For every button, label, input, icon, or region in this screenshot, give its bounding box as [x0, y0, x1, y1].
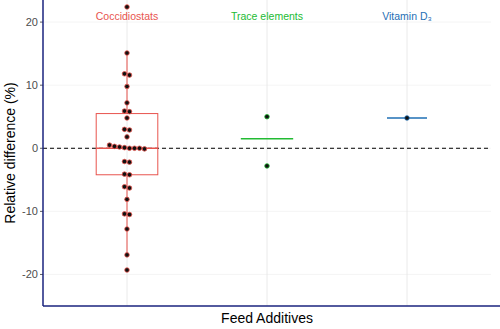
reference-line: [43, 148, 491, 149]
point: [122, 127, 127, 132]
tick-label: 20: [26, 16, 38, 28]
point: [127, 146, 132, 151]
point: [137, 146, 142, 151]
point: [122, 212, 127, 217]
tick-label: -10: [22, 205, 38, 217]
point: [125, 227, 130, 232]
point: [125, 84, 130, 89]
point: [125, 253, 130, 258]
point: [127, 160, 132, 165]
point: [122, 172, 127, 177]
category-label: Vitamin D₃: [382, 10, 432, 22]
point: [125, 5, 130, 10]
point: [122, 184, 127, 189]
plot-area: [43, 5, 491, 273]
tick-label: -20: [22, 268, 38, 280]
grid-line: [267, 0, 268, 306]
point: [117, 145, 122, 150]
point: [127, 128, 132, 133]
tick-label: 10: [26, 79, 38, 91]
point: [265, 114, 270, 119]
point: [125, 51, 130, 56]
point: [125, 197, 130, 202]
point: [125, 268, 130, 273]
point: [127, 73, 132, 78]
y-axis: [42, 0, 44, 306]
point: [122, 72, 127, 77]
point: [127, 186, 132, 191]
y-axis-label: Relative difference (%): [2, 82, 18, 223]
grid-line: [43, 148, 491, 149]
grid-line: [407, 0, 408, 306]
point: [122, 145, 127, 150]
point: [127, 172, 132, 177]
box: [96, 114, 158, 175]
chart: -20 -10 0 10 20 Coccidiostats Trace elements Vi…: [0, 0, 500, 329]
grid-line: [127, 0, 128, 306]
point: [122, 109, 127, 114]
point: [122, 159, 127, 164]
point: [125, 135, 130, 140]
median: [241, 138, 293, 140]
point: [112, 144, 117, 149]
x-axis-label: Feed Additives: [221, 310, 313, 326]
point: [107, 143, 112, 148]
category-label: Trace elements: [231, 10, 303, 22]
point: [132, 146, 137, 151]
point: [125, 101, 130, 106]
x-axis: [43, 305, 500, 307]
point: [127, 212, 132, 217]
point: [142, 147, 147, 152]
point: [127, 109, 132, 114]
point: [405, 116, 410, 121]
point: [125, 116, 130, 121]
tick-label: 0: [32, 142, 38, 154]
point: [265, 164, 270, 169]
category-label: Coccidiostats: [96, 10, 158, 22]
